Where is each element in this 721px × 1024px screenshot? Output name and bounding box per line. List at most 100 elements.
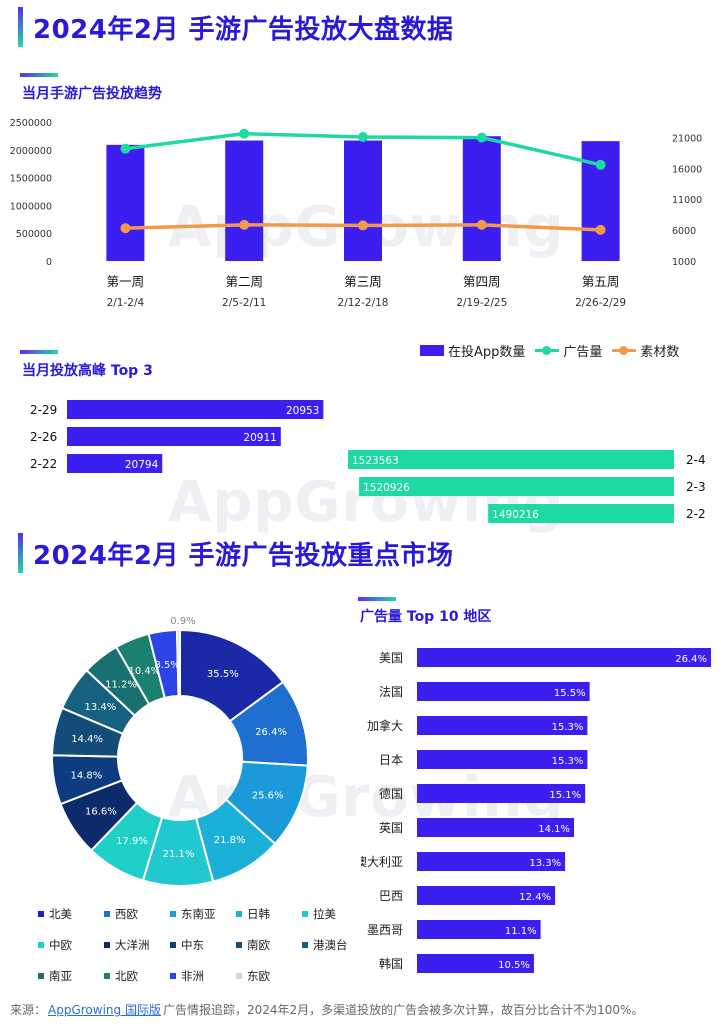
footer-brand-link[interactable]: AppGrowing 国际版: [48, 1003, 161, 1017]
legend-label: 中欧: [49, 938, 72, 952]
y2-tick-label: 16000: [672, 164, 702, 175]
series-point: [239, 128, 250, 139]
legend-swatch: [104, 973, 110, 979]
trend-legend: 在投App数量 广告量 素材数: [410, 341, 679, 360]
region-label: 日本: [379, 753, 403, 767]
peak-date-label: 2-22: [30, 457, 57, 471]
donut-legend-item: 拉美: [302, 903, 368, 925]
y-tick-label: 1000000: [10, 201, 52, 212]
legend-item-creatives: 素材数: [612, 341, 679, 360]
donut-value-label: 26.4%: [255, 727, 287, 738]
x-date-label: 2/26-2/29: [575, 297, 626, 309]
trend-chart: 2500000 2000000 1500000 1000000 500000 0 21000…: [10, 118, 703, 309]
donut-value-label: 21.1%: [163, 849, 195, 860]
region-value-label: 14.1%: [538, 824, 570, 835]
x-category-label: 第三周: [344, 274, 382, 289]
y-tick-label: 1500000: [10, 174, 52, 185]
peak-bar-ads: [488, 504, 674, 523]
legend-swatch: [236, 973, 242, 979]
donut-value-label: 14.4%: [71, 734, 103, 745]
x-category-label: 第一周: [107, 274, 145, 289]
series-point: [595, 159, 606, 170]
donut-value-label: 8.5%: [154, 660, 179, 671]
y2-tick-label: 6000: [672, 226, 696, 237]
page-title: 2024年2月 手游广告投放大盘数据: [33, 14, 454, 45]
region-value-label: 15.3%: [552, 722, 584, 733]
legend-label: 大洋洲: [115, 938, 150, 952]
bar-apps: [344, 140, 382, 261]
bar-apps: [225, 140, 264, 261]
series-point: [595, 224, 606, 235]
legend-label: 北美: [49, 907, 72, 921]
x-date-label: 2/19-2/25: [456, 297, 507, 309]
donut-legend: 北美 西欧 东南亚 日韩 拉美 中欧 大洋洲 中东 南欧 港澳台 南亚 北欧 非洲 东欧: [38, 903, 368, 987]
donut-chart: 35.5% 26.4% 25.6% 21.8% 21.1% 17.9% 16.6% 14.8%…: [51, 616, 309, 887]
region-label: 法国: [379, 685, 403, 699]
series-point: [120, 223, 131, 234]
region-bar: [417, 716, 588, 735]
subtitle-accent: [20, 350, 58, 354]
region-value-label: 11.1%: [505, 926, 537, 937]
series-point: [476, 132, 487, 143]
peak-date-label: 2-26: [30, 430, 57, 444]
subtitle-accent: [358, 597, 396, 601]
series-point: [358, 132, 368, 143]
region-bar: [417, 886, 556, 905]
region-label: 澳大利亚: [361, 855, 403, 869]
peak-date-label: 2-3: [686, 480, 706, 494]
region-bar: [417, 852, 566, 871]
donut-legend-item: 日韩: [236, 903, 302, 925]
legend-item-ads: 广告量: [535, 341, 602, 360]
peak-value-label: 20794: [125, 459, 159, 471]
legend-swatch: [170, 973, 176, 979]
donut-legend-item: 中欧: [38, 934, 104, 956]
region-value-label: 12.4%: [519, 892, 551, 903]
region-label: 韩国: [379, 956, 403, 971]
series-point: [476, 219, 487, 230]
x-category-label: 第五周: [582, 274, 620, 289]
peak-bar-ads: [348, 450, 674, 469]
legend-swatch-line: [535, 345, 560, 356]
peak-value-label: 20953: [286, 405, 319, 417]
legend-label: 西欧: [115, 907, 138, 921]
donut-value-label: 13.4%: [85, 702, 117, 713]
region-value-label: 15.5%: [554, 688, 586, 699]
bar-apps: [106, 144, 145, 261]
y-tick-label: 2000000: [10, 146, 52, 157]
x-date-label: 2/12-2/18: [338, 297, 389, 309]
bar-apps: [581, 141, 620, 261]
region-value-label: 13.3%: [529, 858, 561, 869]
footer-source: 来源： AppGrowing 国际版 广告情报追踪，2024年2月，多渠道投放的广告…: [10, 1001, 643, 1018]
legend-swatch-bar: [420, 345, 444, 356]
top10-chart: 美国 26.4% 法国 15.5% 加拿大 15.3% 日本 15.3% 德国 15.1% 英国 14…: [361, 648, 711, 973]
donut-legend-item: 南亚: [38, 965, 104, 987]
subtitle-accent: [20, 73, 58, 77]
peak-value-label: 1523563: [352, 455, 399, 467]
donut-value-label: 10.4%: [128, 666, 160, 677]
legend-label: 非洲: [181, 969, 204, 983]
peak-value-label: 1520926: [363, 482, 410, 494]
peak-date-label: 2-2: [686, 507, 706, 521]
peak-subtitle: 当月投放高峰 Top 3: [22, 363, 153, 379]
region-value-label: 15.3%: [552, 756, 584, 767]
section-title-overview: 2024年2月 手游广告投放大盘数据: [18, 6, 454, 48]
region-label: 英国: [379, 821, 403, 835]
region-label: 墨西哥: [367, 923, 403, 937]
donut-legend-item: 北欧: [104, 965, 170, 987]
peak-date-label: 2-4: [686, 453, 706, 467]
legend-label: 广告量: [563, 345, 603, 360]
legend-label: 东欧: [247, 969, 270, 983]
donut-value-label: 21.8%: [214, 835, 246, 846]
region-bar: [417, 682, 590, 701]
title-accent-bar: [18, 533, 23, 573]
y2-tick-label: 21000: [672, 133, 702, 144]
legend-label: 南亚: [49, 969, 72, 983]
section-title: 2024年2月 手游广告投放重点市场: [33, 540, 454, 571]
region-value-label: 26.4%: [675, 654, 707, 665]
x-category-label: 第四周: [463, 274, 501, 289]
donut-legend-item: 东欧: [236, 965, 302, 987]
legend-swatch: [38, 973, 44, 979]
x-date-label: 2/1-2/4: [107, 297, 145, 309]
footer-text: 广告情报追踪，2024年2月，多渠道投放的广告会被多次计算，故百分比合计不为10…: [162, 1003, 644, 1017]
peak-value-label: 20911: [243, 432, 276, 444]
